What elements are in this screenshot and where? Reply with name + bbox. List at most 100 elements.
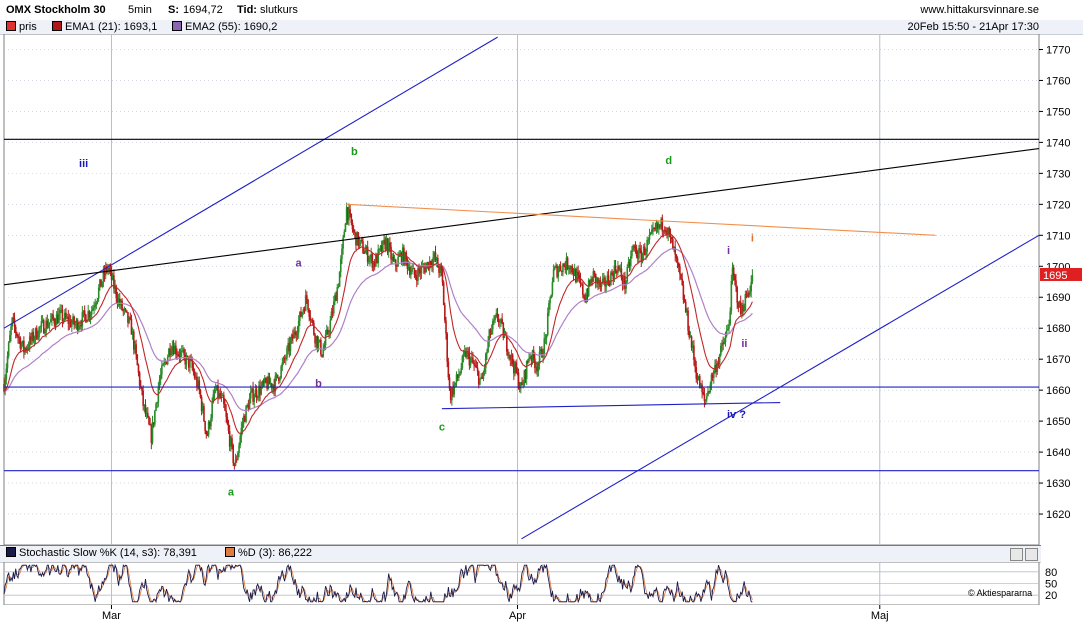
candle-body	[535, 366, 537, 368]
candle-body	[612, 273, 615, 280]
candle-body	[511, 354, 514, 365]
candle-body	[694, 359, 696, 368]
candle-body	[266, 382, 268, 389]
candle-body	[516, 372, 519, 374]
candle-body	[332, 301, 335, 314]
close-panel-icon[interactable]	[1025, 548, 1038, 561]
candle-body	[58, 313, 60, 324]
ema2-polyline	[3, 248, 753, 412]
candle-body	[170, 350, 173, 355]
candle-body	[162, 364, 164, 366]
candle-body	[641, 254, 644, 263]
candle-body	[358, 240, 361, 246]
candle-body	[521, 382, 523, 386]
candle-body	[237, 452, 239, 460]
candle-body	[660, 218, 662, 227]
plot-frame	[3, 34, 1040, 546]
ema2-line	[3, 248, 753, 412]
candle-body	[407, 267, 410, 269]
candle-body	[378, 248, 381, 250]
candle-body	[622, 275, 625, 285]
candle-body	[611, 272, 613, 274]
candle-body	[135, 344, 137, 355]
candle-body	[5, 368, 8, 380]
candle-body	[488, 329, 491, 342]
price-axis: 1620163016401650166016701680169017001710…	[1039, 44, 1082, 521]
trendline	[441, 401, 781, 410]
legend-item-ema1[interactable]: EMA1 (21): 1693,1	[52, 21, 157, 33]
candle-body	[607, 275, 610, 284]
candle-body	[314, 334, 316, 344]
candle-body	[424, 267, 426, 273]
candle-body	[25, 348, 28, 351]
candle-body	[410, 271, 412, 275]
candle-body	[659, 224, 661, 227]
candle-body	[28, 336, 31, 348]
candle-body	[689, 336, 692, 338]
legend-item-ema2[interactable]: EMA2 (55): 1690,2	[172, 21, 277, 33]
stoch-k-legend[interactable]: Stochastic Slow %K (14, s3): 78,391	[6, 547, 197, 559]
candle-body	[629, 256, 632, 267]
candle-body	[553, 266, 556, 270]
candle-body	[203, 406, 205, 422]
candle-body	[193, 372, 196, 379]
candle-body	[373, 261, 376, 267]
candle-body	[175, 345, 177, 355]
candle-body	[688, 330, 691, 338]
candle-body	[121, 300, 123, 310]
candle-body	[306, 295, 308, 300]
settings-icon[interactable]	[1010, 548, 1023, 561]
candle-body	[228, 430, 231, 447]
candle-body	[546, 312, 549, 335]
legend-item-price[interactable]: pris	[6, 21, 37, 33]
candle-body	[327, 329, 329, 334]
candle-body	[396, 265, 398, 267]
site-link[interactable]: www.hittakursvinnare.se	[920, 4, 1039, 16]
candle-body	[201, 406, 204, 412]
candle-body	[746, 292, 749, 298]
candle-body	[61, 309, 64, 322]
candle-body	[513, 364, 515, 374]
candle-body	[731, 267, 734, 281]
stoch-level-label: 80	[1045, 567, 1057, 579]
candle-body	[130, 319, 133, 335]
candle-body	[693, 345, 695, 360]
candle-body	[346, 207, 349, 221]
stoch-d-legend[interactable]: %D (3): 86,222	[225, 547, 312, 559]
candle-body	[300, 311, 302, 317]
candle-body	[281, 362, 284, 367]
candle-body	[154, 410, 156, 425]
candle-body	[572, 272, 575, 276]
candle-body	[459, 372, 461, 376]
candle-body	[494, 315, 496, 320]
candle-body	[69, 319, 72, 327]
candle-body	[585, 294, 588, 303]
candle-body	[204, 421, 206, 431]
candle-body	[735, 280, 737, 287]
candle-body	[45, 320, 47, 333]
candle-body	[240, 427, 243, 437]
candle-body	[7, 342, 10, 357]
candle-body	[83, 310, 86, 315]
candle-body	[544, 338, 547, 339]
candle-body	[9, 335, 11, 343]
candle-body	[506, 335, 508, 352]
candle-body	[60, 309, 63, 311]
candle-body	[309, 316, 312, 320]
stoch-k-line	[3, 563, 753, 604]
candle-body	[541, 349, 543, 358]
candle-body	[490, 329, 493, 335]
candle-body	[662, 229, 665, 232]
candle-body	[449, 388, 452, 401]
candle-body	[573, 269, 576, 276]
candle-body	[132, 331, 135, 350]
candle-body	[567, 267, 570, 269]
candle-body	[530, 356, 533, 361]
candle-body	[548, 303, 550, 313]
candle-body	[219, 393, 222, 398]
candle-body	[499, 321, 501, 323]
stochastic-header: Stochastic Slow %K (14, s3): 78,391 %D (…	[0, 545, 1041, 563]
candle-body	[461, 356, 464, 369]
legend-swatch	[172, 21, 182, 31]
candle-body	[606, 275, 609, 285]
